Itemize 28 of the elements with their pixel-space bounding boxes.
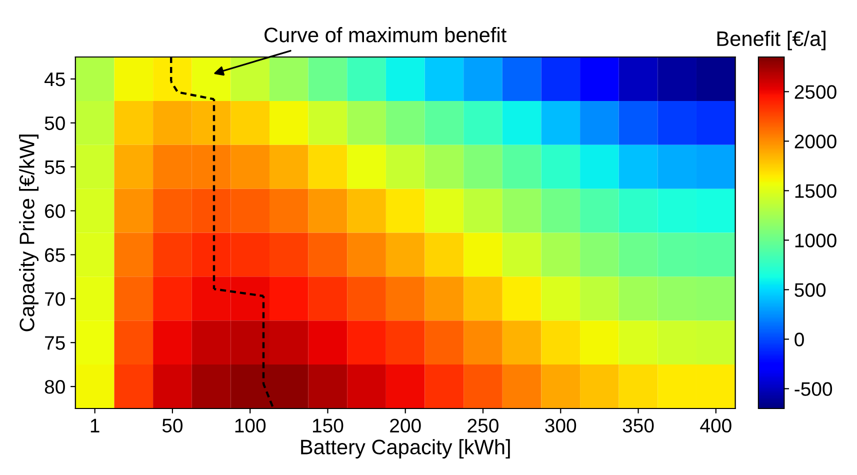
color-bar-label: 2000: [794, 134, 836, 148]
x-tick-label: 200: [390, 418, 421, 433]
x-tick-label: 300: [545, 418, 576, 433]
y-tick-label: 70: [45, 292, 65, 306]
y-tick-label: 80: [44, 380, 65, 394]
color-bar-label: 2500: [794, 85, 836, 99]
text: Curve of maximum benefit: [264, 27, 506, 42]
x-tick-label: 350: [622, 418, 654, 433]
y-tick-label: 50: [44, 116, 65, 130]
color-bar-label: 0: [794, 332, 804, 346]
x-tick-label: 50: [162, 418, 183, 433]
x-tick-label: 150: [312, 418, 344, 433]
x-tick-label: 250: [468, 418, 498, 433]
y-tick-label: 60: [45, 204, 65, 218]
color-bar-label: 500: [794, 283, 826, 297]
color-bar-label: -500: [794, 382, 832, 396]
y-tick-label: 75: [45, 336, 65, 350]
x-axis-title: Battery Capacity [kWh]: [301, 439, 510, 459]
y-tick-label: 45: [44, 72, 65, 86]
color-bar-title: Benefit [€/a]: [717, 30, 826, 50]
color-bar-label: 1500: [795, 184, 836, 198]
x-tick-label: 1: [90, 418, 100, 432]
x-tick-label: 400: [700, 418, 732, 433]
y-axis-title: Capacity Price [€/kW]: [19, 134, 39, 332]
x-tick-label: 100: [235, 418, 266, 433]
color-bar-label: 1000: [795, 234, 836, 248]
y-tick-label: 65: [45, 248, 65, 262]
y-tick-label: 55: [44, 160, 65, 174]
